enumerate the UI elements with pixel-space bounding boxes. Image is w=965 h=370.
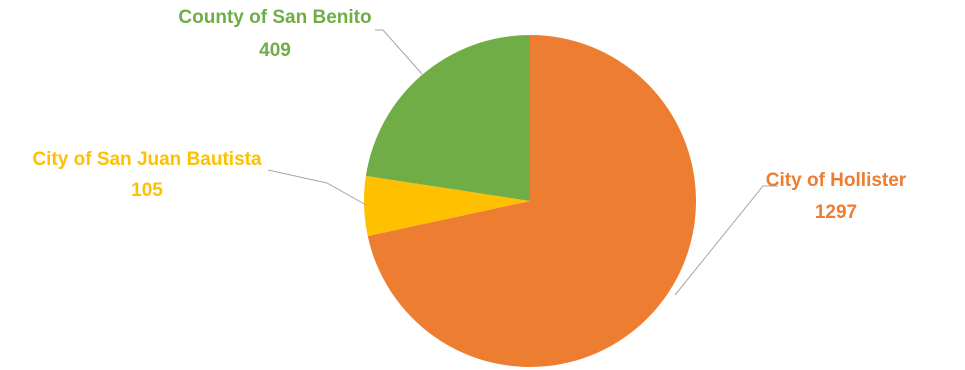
- pie-slices: [363, 35, 696, 367]
- pie-slice-city-of-san-juan-bautista: [363, 175, 530, 237]
- pie-slice-city-of-hollister: [367, 35, 696, 367]
- leader-line: [375, 29, 423, 75]
- slice-value-label: 409: [259, 40, 291, 61]
- slice-labels: City of Hollister 1297 City of San Juan Ba…: [32, 7, 906, 223]
- leader-line: [674, 185, 778, 296]
- slice-value-label: 105: [131, 180, 163, 201]
- slice-value-label: 1297: [815, 202, 857, 223]
- leader-line: [267, 169, 367, 206]
- leader-lines: [267, 29, 778, 296]
- pie-slice-county-of-san-benito: [365, 35, 530, 201]
- slice-category-label: City of Hollister: [766, 170, 907, 191]
- slice-category-label: County of San Benito: [178, 7, 371, 28]
- slice-category-label: City of San Juan Bautista: [32, 149, 262, 170]
